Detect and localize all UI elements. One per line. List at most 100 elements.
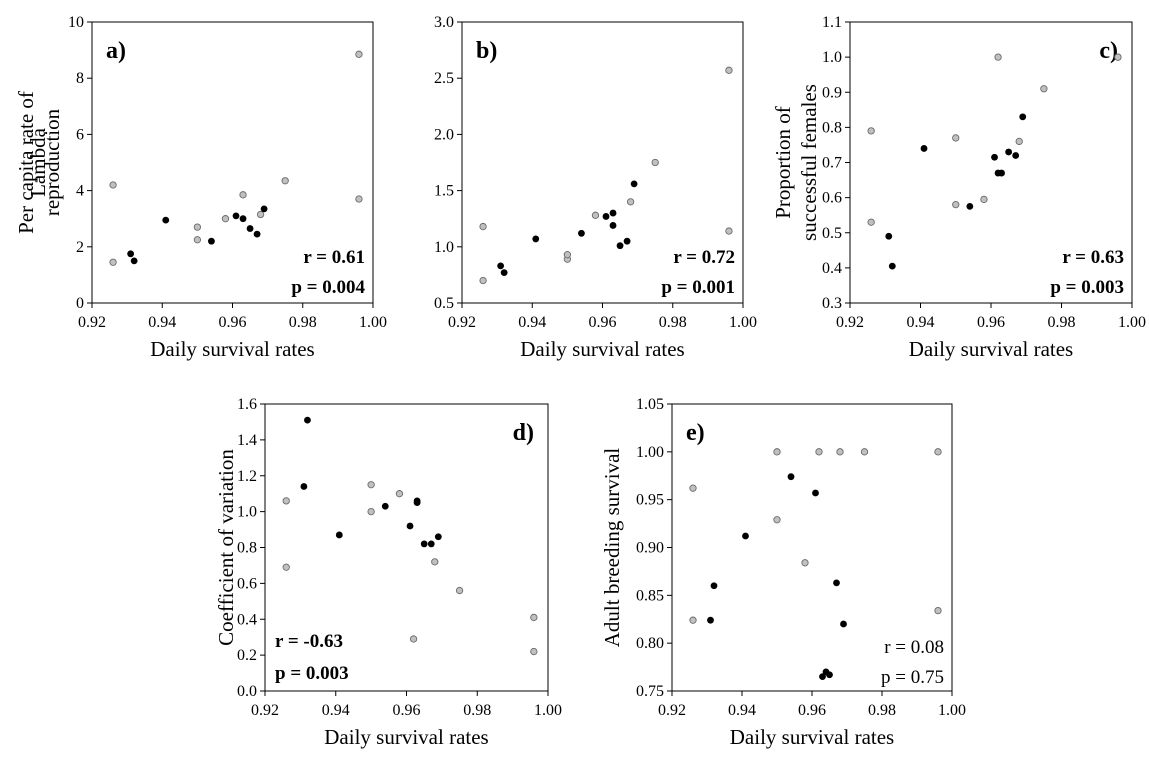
- panel-label: b): [476, 38, 497, 64]
- y-tick-label: 1.6: [237, 396, 257, 413]
- panel-a: 0.92 0.94 0.96 0.98 1.00 0 2 4 6 8 10 Daily surviva…: [14, 14, 387, 361]
- data-point-open: [109, 181, 117, 189]
- y-tick-label: 2.5: [434, 70, 454, 87]
- x-tick-label: 0.98: [463, 702, 491, 719]
- data-point-filled: [162, 216, 170, 224]
- data-point-filled: [616, 242, 624, 250]
- y-tick-label: 0.6: [237, 575, 257, 592]
- x-axis-label: Daily survival rates: [150, 337, 314, 361]
- data-point-open: [689, 484, 697, 492]
- data-point-open: [860, 448, 869, 456]
- x-tick-label: 1.00: [1118, 314, 1146, 331]
- data-point-open: [591, 211, 600, 219]
- correlation-r: r = 0.61: [303, 247, 365, 268]
- data-point-open: [256, 210, 265, 219]
- y-tick-label: 1.1: [822, 14, 842, 31]
- x-tick-label: 0.96: [798, 702, 826, 719]
- data-point-open: [193, 236, 202, 244]
- y-tick-label: 0.9: [822, 84, 842, 101]
- x-tick-label: 0.98: [659, 314, 687, 331]
- data-point-filled: [253, 230, 261, 238]
- data-point-open: [952, 134, 960, 142]
- y-axis-label: Proportion of: [771, 106, 795, 219]
- data-point-filled: [812, 489, 819, 497]
- y-tick-label: 0.6: [822, 190, 842, 207]
- data-point-filled: [497, 262, 505, 270]
- y-axis-label: Adult breeding survival: [600, 448, 624, 648]
- data-point-open: [934, 448, 942, 456]
- data-point-open: [952, 200, 960, 209]
- data-point-filled: [532, 235, 540, 243]
- y-tick-label: 0.5: [822, 225, 842, 242]
- data-point-open: [530, 613, 538, 622]
- y-axis-label: Lambda: [26, 127, 50, 196]
- data-point-filled: [787, 473, 795, 481]
- x-tick-label: 0.96: [219, 314, 247, 331]
- data-point-open: [409, 635, 418, 643]
- y-tick-label: 1.05: [636, 396, 664, 413]
- y-tick-label: 0.75: [636, 683, 664, 700]
- y-tick-label: 0.4: [822, 260, 842, 277]
- data-point-open: [355, 50, 363, 58]
- y-tick-label: 1.0: [822, 49, 842, 66]
- x-tick-label: 0.96: [393, 702, 421, 719]
- y-tick-label: 4: [76, 183, 84, 200]
- data-point-open: [689, 616, 697, 624]
- x-tick-label: 0.98: [868, 702, 896, 719]
- x-axis-label: Daily survival rates: [520, 337, 684, 361]
- data-point-filled: [239, 215, 247, 223]
- y-tick-label: 0.0: [237, 683, 257, 700]
- data-point-open: [867, 218, 875, 226]
- x-axis-label: Daily survival rates: [909, 337, 1073, 361]
- x-tick-label: 1.00: [729, 314, 757, 331]
- y-axis-label: Per capita rate of: [14, 91, 38, 234]
- data-point-open: [239, 191, 247, 199]
- data-point-filled: [623, 237, 631, 245]
- y-tick-label: 0.7: [822, 155, 842, 172]
- data-point-filled: [130, 257, 138, 265]
- data-point-open: [626, 198, 635, 206]
- data-point-open: [367, 507, 375, 516]
- data-point-filled: [707, 616, 714, 624]
- x-tick-label: 0.94: [322, 702, 350, 719]
- data-point-open: [355, 195, 363, 203]
- correlation-r: r = 0.63: [1062, 247, 1124, 268]
- correlation-r: r = 0.08: [884, 637, 944, 658]
- data-point-open: [282, 497, 290, 505]
- x-tick-label: 0.98: [1048, 314, 1076, 331]
- data-point-open: [479, 276, 487, 285]
- data-point-filled: [500, 269, 508, 277]
- data-point-filled: [991, 153, 998, 161]
- data-point-open: [431, 558, 439, 566]
- x-tick-label: 1.00: [938, 702, 966, 719]
- y-tick-label: 0.5: [434, 295, 454, 312]
- y-tick-label: 3.0: [434, 14, 454, 31]
- panel-label: e): [686, 420, 705, 446]
- data-point-open: [725, 66, 733, 74]
- data-point-filled: [413, 497, 421, 505]
- data-point-open: [479, 222, 487, 231]
- data-point-filled: [420, 540, 428, 548]
- x-axis-label: Daily survival rates: [730, 725, 894, 749]
- y-tick-label: 1.00: [636, 444, 664, 461]
- data-point-filled: [232, 212, 240, 220]
- data-point-open: [281, 177, 289, 185]
- y-tick-label: 1.5: [434, 183, 454, 200]
- data-point-filled: [819, 673, 826, 681]
- p-value: p = 0.001: [661, 277, 735, 298]
- data-point-open: [651, 158, 659, 167]
- data-point-open: [836, 448, 844, 456]
- data-point-filled: [300, 483, 308, 490]
- data-point-filled: [260, 205, 268, 213]
- data-point-filled: [578, 229, 585, 237]
- data-point-open: [395, 490, 404, 498]
- x-axis-label: Daily survival rates: [324, 725, 488, 749]
- panel-e: 0.92 0.94 0.96 0.98 1.00 0.75 0.80 0.85 0.90 0.95…: [600, 396, 966, 749]
- y-tick-label: 0.4: [237, 611, 257, 628]
- y-tick-label: 1.4: [237, 432, 257, 449]
- x-tick-label: 0.98: [289, 314, 317, 331]
- p-value: p = 0.75: [881, 667, 944, 688]
- data-point-filled: [1005, 148, 1013, 156]
- data-point-open: [867, 127, 875, 135]
